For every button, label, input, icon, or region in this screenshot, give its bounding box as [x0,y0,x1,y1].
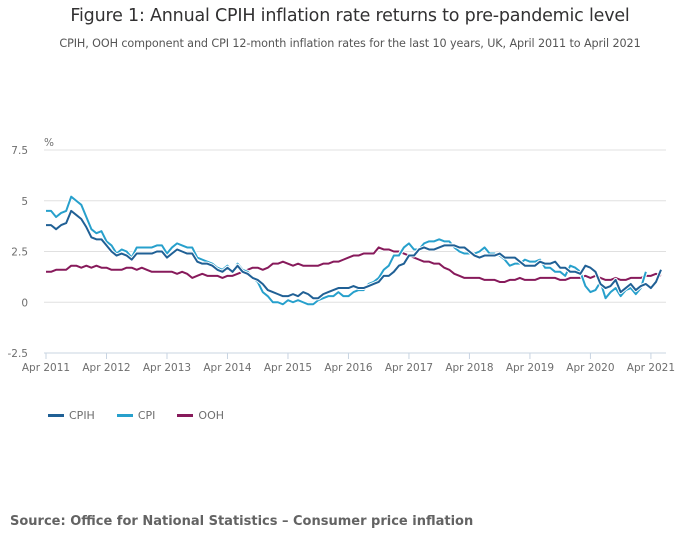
legend: CPIH CPI OOH [48,409,224,422]
legend-swatch-cpih [48,414,64,417]
gridlines [44,149,666,303]
x-tick-label: Apr 2019 [506,362,554,374]
x-tick-label: Apr 2015 [264,362,312,374]
chart-subtitle: CPIH, OOH component and CPI 12-month inf… [59,37,641,50]
x-tick-label: Apr 2020 [566,362,614,374]
source-note: Source: Office for National Statistics –… [10,514,474,529]
y-axis: -2.5 0 2.5 5 7.5 [8,145,29,360]
legend-label: CPI [137,409,156,422]
legend-item-cpi[interactable]: CPI [116,409,156,422]
x-tick-label: Apr 2016 [324,362,373,374]
y-tick-label: 5 [21,196,28,208]
series-line-cpih [46,209,662,300]
x-tick-label: Apr 2018 [445,362,493,374]
x-tick-label: Apr 2014 [203,362,252,374]
series-line-ooh [46,246,662,283]
legend-item-ooh[interactable]: OOH [177,409,224,422]
y-tick-label: -2.5 [8,348,29,360]
legend-label: CPIH [69,409,95,422]
legend-swatch-cpi [116,414,133,417]
y-tick-label: 7.5 [11,145,28,157]
x-tick-label: Apr 2021 [627,362,675,374]
legend-label: OOH [198,409,224,422]
x-tick-label: Apr 2013 [143,362,191,374]
y-tick-label: 2.5 [11,247,28,259]
x-tick-label: Apr 2011 [22,362,70,374]
line-chart: -2.502.557.5 Apr 2011 Apr 2012 Apr 2013 Apr… [8,137,676,374]
legend-item-cpih[interactable]: CPIH [48,409,95,422]
series-lines [46,194,663,307]
x-tick-label: Apr 2017 [385,362,433,374]
legend-swatch-ooh [177,414,194,417]
chart-title: Figure 1: Annual CPIH inflation rate ret… [70,6,630,26]
x-tick-label: Apr 2012 [82,362,130,374]
y-tick-label: 0 [21,297,28,309]
series-line-cpi [46,195,647,306]
x-axis: Apr 2011 Apr 2012 Apr 2013 Apr 2014 Apr 2015… [22,352,675,374]
y-axis-unit-label: % [44,137,54,149]
